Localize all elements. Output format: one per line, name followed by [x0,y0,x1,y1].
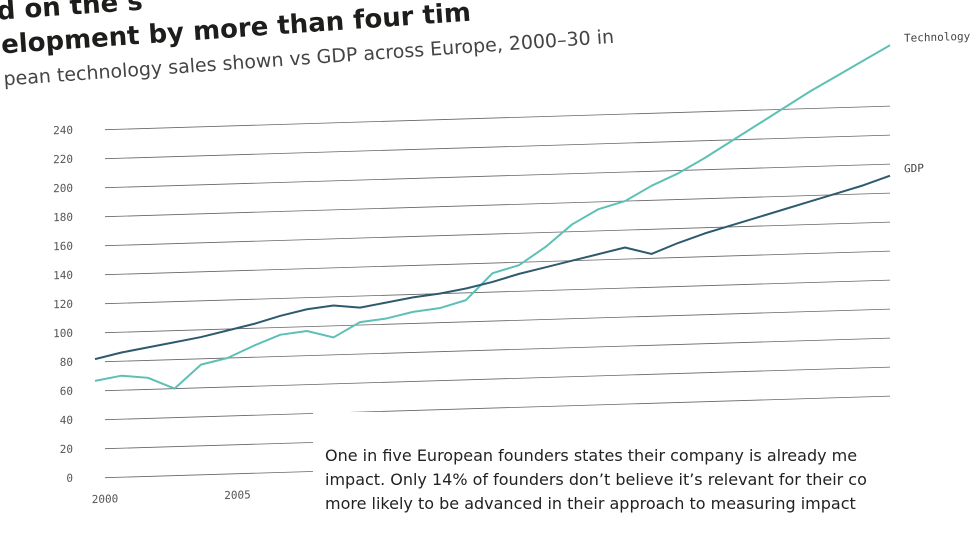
y-tick-label: 120 [53,298,73,312]
grid-line [105,395,890,421]
series-label: GDP [904,162,924,176]
y-tick-label: 220 [53,153,73,167]
grid-line [105,250,890,276]
note-line: impact. Only 14% of founders don’t belie… [325,470,867,489]
grid-line [105,134,890,160]
y-tick-label: 80 [60,356,73,369]
y-tick-label: 100 [53,327,73,341]
y-tick-label: 60 [60,385,73,398]
y-tick-label: 20 [60,443,73,456]
heading: d on the s elopment by more than four ti… [0,0,615,90]
grid-line [105,163,890,189]
note-line: more likely to be advanced in their appr… [325,494,856,513]
y-tick-label: 200 [53,182,73,196]
grid-line [105,366,890,392]
grid-line [105,192,890,218]
series-line [94,174,891,361]
grid-line [105,279,890,305]
y-tick-label: 160 [53,240,73,254]
y-tick-label: 0 [66,472,73,485]
grid-line [105,221,890,247]
grid-line [105,337,890,363]
series-label: Technology [904,30,971,45]
grid-line [105,105,890,131]
text-box: One in five European founders states the… [313,412,974,541]
y-tick-label: 40 [60,414,73,427]
note-line: One in five European founders states the… [325,446,858,465]
y-tick-label: 180 [53,211,73,225]
y-tick-label: 140 [53,269,73,283]
grid-line [105,308,890,334]
x-tick-label: 2000 [92,492,118,506]
y-tick-label: 240 [53,124,73,138]
series-line [94,44,891,390]
x-tick-label: 2005 [224,488,250,502]
